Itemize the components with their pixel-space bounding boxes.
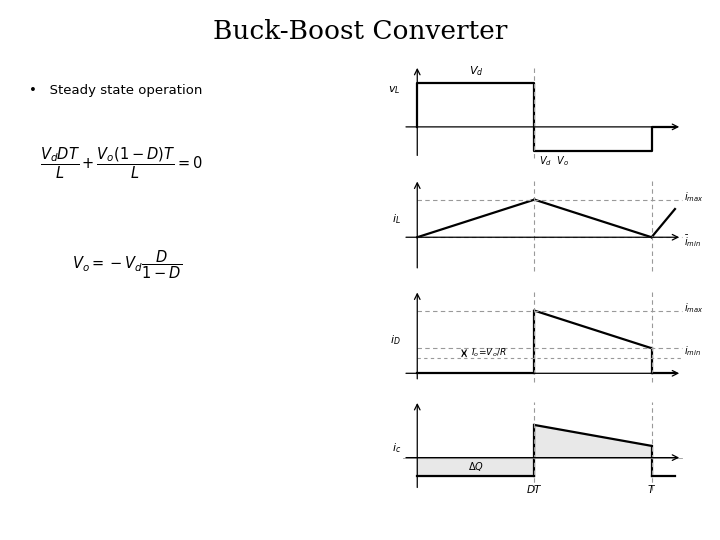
Text: $i_L$: $i_L$: [392, 212, 401, 226]
Text: $i_{max}$: $i_{max}$: [684, 190, 704, 204]
Text: $v_L$: $v_L$: [388, 84, 401, 96]
Text: $i_{min}$: $i_{min}$: [684, 345, 701, 359]
Text: $\dfrac{V_d DT}{L} + \dfrac{V_o (1-D)T}{L} = 0$: $\dfrac{V_d DT}{L} + \dfrac{V_o (1-D)T}{…: [40, 146, 202, 181]
Text: $V_o = -V_d \dfrac{D}{1-D}$: $V_o = -V_d \dfrac{D}{1-D}$: [72, 248, 182, 281]
Text: •   Steady state operation: • Steady state operation: [29, 84, 202, 97]
Text: $I_o\!=\!V_o/R$: $I_o\!=\!V_o/R$: [471, 347, 507, 360]
Text: $V_d$: $V_d$: [469, 64, 483, 78]
Text: Buck-Boost Converter: Buck-Boost Converter: [213, 19, 507, 44]
Text: $i_{max}$: $i_{max}$: [684, 301, 704, 315]
Text: $\bar{i}_{min}$: $\bar{i}_{min}$: [684, 233, 701, 248]
Text: $V_d\ \ V_o$: $V_d\ \ V_o$: [539, 154, 570, 168]
Text: $DT$: $DT$: [526, 483, 543, 495]
Text: $T$: $T$: [647, 483, 656, 495]
Text: $i_D$: $i_D$: [390, 333, 401, 347]
Text: $\Delta Q$: $\Delta Q$: [468, 460, 484, 473]
Text: $i_c$: $i_c$: [392, 441, 401, 455]
